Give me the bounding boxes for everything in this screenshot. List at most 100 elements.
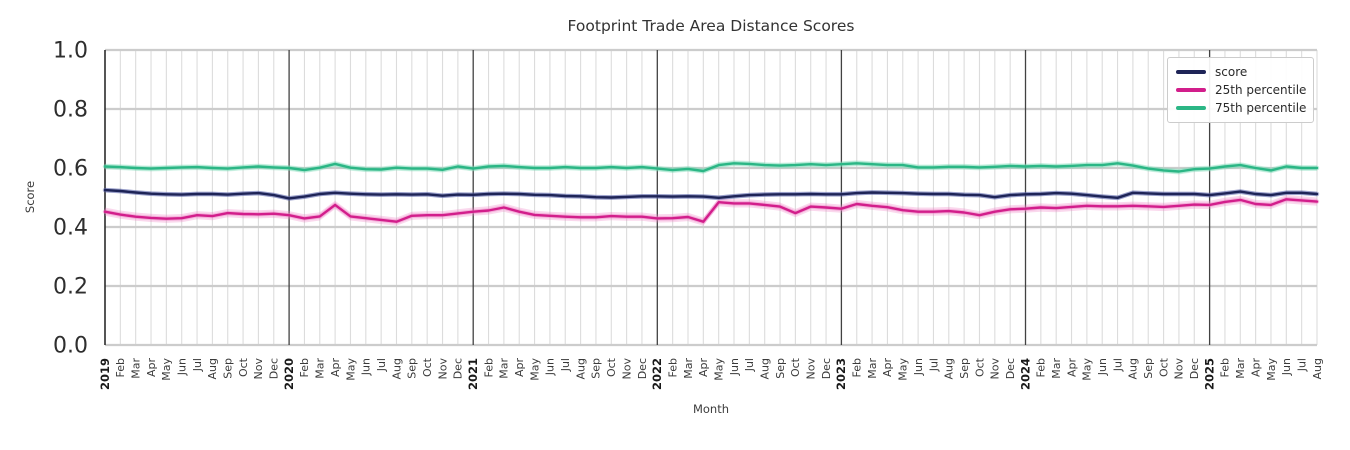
legend-swatch-75th-percentile xyxy=(1176,106,1206,110)
x-tick-label: Oct xyxy=(789,357,802,377)
x-tick-label: May xyxy=(897,358,910,381)
x-tick-label: Feb xyxy=(298,358,311,377)
x-tick-label: Apr xyxy=(145,358,158,378)
x-tick-label: Jun xyxy=(176,358,189,376)
x-tick-label: Dec xyxy=(636,358,649,379)
x-tick-label: Oct xyxy=(973,357,986,377)
y-tick-label: 1.0 xyxy=(53,39,88,64)
x-tick-label: Nov xyxy=(805,358,818,380)
legend-label-score: score xyxy=(1215,65,1248,79)
x-tick-label: Jul xyxy=(1111,358,1124,372)
x-tick-label: Mar xyxy=(1050,358,1063,379)
grid-layer xyxy=(104,48,1318,347)
x-tick-label: Jul xyxy=(559,358,572,372)
x-tick-label: Sep xyxy=(222,358,235,379)
legend-swatch-25th-percentile xyxy=(1176,88,1206,92)
x-tick-label: Apr xyxy=(513,358,526,378)
legend-swatch-score xyxy=(1176,70,1206,74)
x-tick-label: Aug xyxy=(759,358,772,379)
x-tick-label: Jul xyxy=(191,358,204,372)
x-tick-label: Feb xyxy=(114,358,127,377)
x-tick-label: Apr xyxy=(697,358,710,378)
chart-title: Footprint Trade Area Distance Scores xyxy=(567,17,855,35)
x-tick-label: Mar xyxy=(1234,358,1247,379)
y-tick-label: 0.6 xyxy=(53,157,88,182)
y-tick-label: 0.0 xyxy=(53,334,88,359)
x-tick-label: 2022 xyxy=(650,358,664,390)
x-tick-label: Feb xyxy=(1035,358,1048,377)
x-tick-label: Aug xyxy=(1127,358,1140,379)
legend-item-75th-percentile: 75th percentile xyxy=(1176,99,1307,117)
legend-item-score: score xyxy=(1176,63,1305,81)
x-tick-label: Feb xyxy=(851,358,864,377)
x-tick-label: Oct xyxy=(237,357,250,377)
series-line-25th-percentile xyxy=(103,198,1319,223)
x-tick-label: Mar xyxy=(314,358,327,379)
x-tick-label: Nov xyxy=(620,358,633,380)
x-tick-label: Apr xyxy=(881,358,894,378)
x-tick-label: Jul xyxy=(1296,358,1309,372)
x-tick-label: Aug xyxy=(943,358,956,379)
x-tick-label: Jul xyxy=(743,358,756,372)
x-tick-label: Feb xyxy=(1219,358,1232,377)
x-tick-label: Apr xyxy=(329,358,342,378)
x-tick-label: Nov xyxy=(1173,358,1186,380)
series-line-score xyxy=(103,188,1319,200)
x-tick-label: Sep xyxy=(406,358,419,379)
x-tick-label: Apr xyxy=(1065,358,1078,378)
x-tick-label: Jun xyxy=(912,358,925,376)
x-tick-label: Jun xyxy=(728,358,741,376)
x-tick-label: Apr xyxy=(1249,358,1262,378)
x-tick-label: Sep xyxy=(774,358,787,379)
legend-label-25th-percentile: 25th percentile xyxy=(1215,83,1307,97)
x-tick-label: Nov xyxy=(436,358,449,380)
x-tick-label: Sep xyxy=(958,358,971,379)
x-tick-label: Mar xyxy=(498,358,511,379)
x-tick-label: Dec xyxy=(452,358,465,379)
y-tick-label: 0.4 xyxy=(53,216,88,241)
y-tick-label: 0.8 xyxy=(53,98,88,123)
x-tick-label: Jun xyxy=(360,358,373,376)
x-tick-label: May xyxy=(528,358,541,381)
x-axis-label: Month xyxy=(693,402,729,416)
x-tick-label: Mar xyxy=(682,358,695,379)
legend: score 25th percentile 75th percentile xyxy=(1167,57,1314,123)
series-lines-layer xyxy=(102,161,1320,224)
x-tick-label: Jun xyxy=(544,358,557,376)
legend-label-75th-percentile: 75th percentile xyxy=(1215,101,1307,115)
series-line-75th-percentile xyxy=(103,162,1319,173)
x-tick-label: May xyxy=(1265,358,1278,381)
x-tick-label: Oct xyxy=(1157,357,1170,377)
x-tick-label: Mar xyxy=(130,358,143,379)
y-axis-label: Score xyxy=(23,181,37,213)
x-tick-label: Jul xyxy=(927,358,940,372)
x-tick-label: Dec xyxy=(1188,358,1201,379)
x-tick-label: Oct xyxy=(421,357,434,377)
x-tick-label: Aug xyxy=(390,358,403,379)
x-tick-label: May xyxy=(344,358,357,381)
x-tick-label: Mar xyxy=(866,358,879,379)
x-tick-label: 2019 xyxy=(98,358,112,390)
x-tick-label: Sep xyxy=(590,358,603,379)
x-tick-label: Jun xyxy=(1096,358,1109,376)
x-tick-label: 2020 xyxy=(282,358,296,390)
y-tick-label: 0.2 xyxy=(53,275,88,300)
x-tick-label: Dec xyxy=(820,358,833,379)
x-tick-label: 2023 xyxy=(834,358,848,390)
x-tick-label: Oct xyxy=(605,357,618,377)
x-tick-label: Dec xyxy=(268,358,281,379)
x-tick-label: 2021 xyxy=(466,358,480,390)
x-tick-label: 2025 xyxy=(1202,358,1216,390)
x-tick-label: Aug xyxy=(1311,358,1324,379)
x-tick-label: Sep xyxy=(1142,358,1155,379)
legend-item-25th-percentile: 25th percentile xyxy=(1176,81,1307,99)
x-tick-label: May xyxy=(1081,358,1094,381)
x-tick-label: Dec xyxy=(1004,358,1017,379)
x-tick-label: Jun xyxy=(1280,358,1293,376)
x-tick-label: Feb xyxy=(482,358,495,377)
x-tick-label: May xyxy=(160,358,173,381)
x-tick-label: 2024 xyxy=(1018,358,1032,390)
